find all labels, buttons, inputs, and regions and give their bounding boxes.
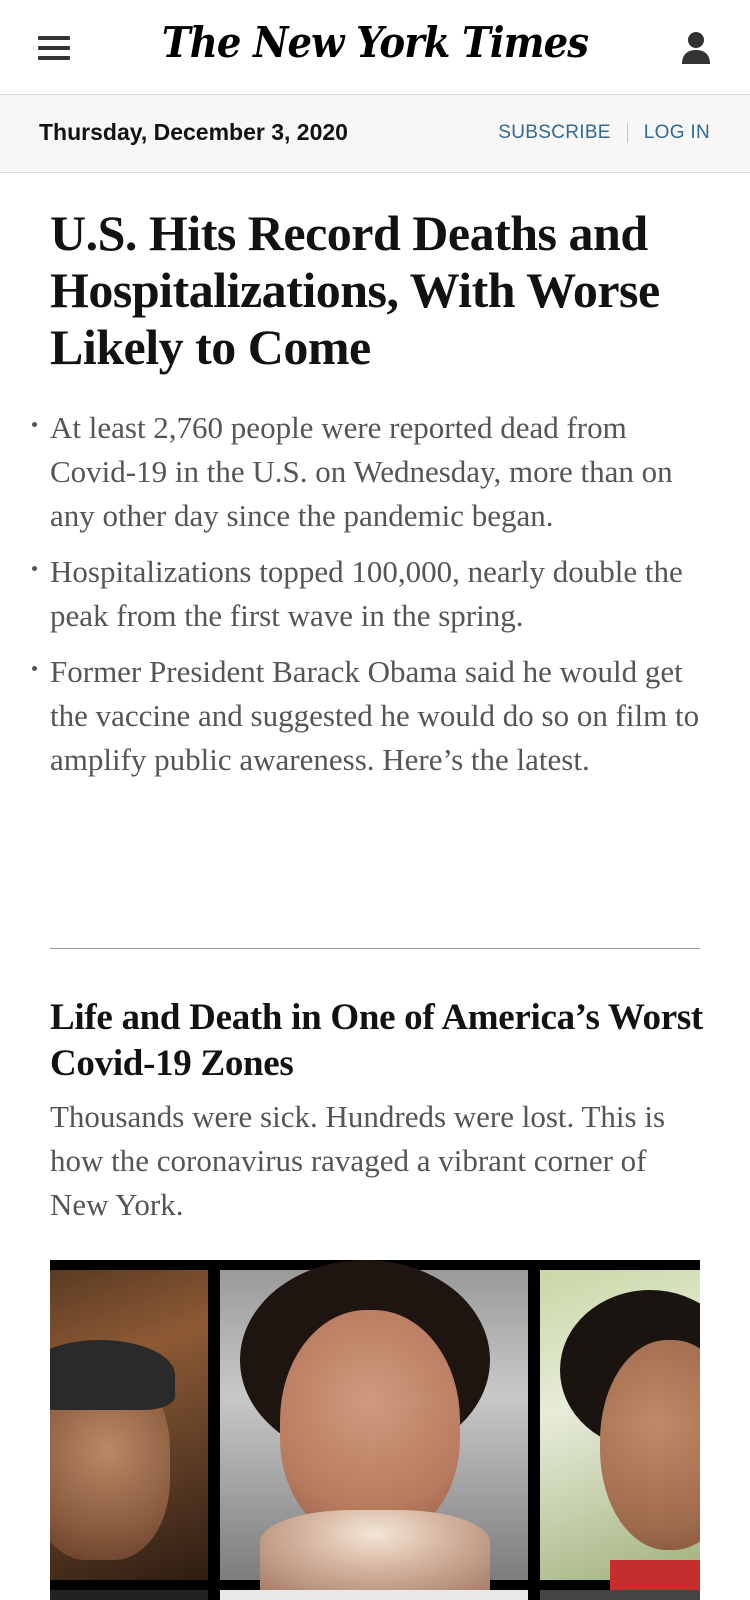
summary-bullet-text: Hospitalizations topped 100,000, nearly …	[50, 554, 683, 633]
user-account-icon[interactable]	[680, 30, 712, 66]
portrait-photo-woman	[540, 1270, 700, 1590]
date-bar: Thursday, December 3, 2020 SUBSCRIBE LOG…	[0, 95, 750, 173]
subscribe-link[interactable]: SUBSCRIBE	[498, 122, 611, 143]
summary-bullet-text[interactable]: Former President Barack Obama said he wo…	[50, 654, 700, 777]
bullet-dot-icon	[32, 566, 37, 571]
hamburger-menu-icon[interactable]	[38, 36, 70, 60]
masthead-logo[interactable]: The New York Times	[161, 18, 589, 67]
login-link[interactable]: LOG IN	[643, 122, 710, 143]
portrait-photo-center	[220, 1260, 528, 1590]
lead-headline[interactable]: U.S. Hits Record Deaths and Hospitalizat…	[50, 205, 660, 375]
second-story-headline[interactable]: Life and Death in One of America’s Worst…	[50, 997, 703, 1084]
summary-bullet: At least 2,760 people were reported dead…	[32, 406, 710, 538]
section-divider	[50, 948, 700, 949]
bullet-dot-icon	[32, 666, 37, 671]
summary-bullet: Hospitalizations topped 100,000, nearly …	[32, 550, 710, 638]
photo-row-second	[50, 1590, 700, 1600]
story-photo-collage[interactable]	[50, 1260, 700, 1600]
top-navigation-bar: The New York Times	[0, 0, 750, 95]
second-story-summary: Thousands were sick. Hundreds were lost.…	[50, 1099, 666, 1222]
current-date: Thursday, December 3, 2020	[39, 119, 348, 145]
portrait-photo-man	[50, 1270, 208, 1580]
lead-summary-list: At least 2,760 people were reported dead…	[32, 406, 710, 782]
lead-story[interactable]: U.S. Hits Record Deaths and Hospitalizat…	[32, 205, 710, 794]
auth-links: SUBSCRIBE LOG IN	[498, 122, 710, 144]
bullet-dot-icon	[32, 422, 37, 427]
auth-divider	[626, 123, 628, 143]
summary-bullet[interactable]: Former President Barack Obama said he wo…	[32, 650, 710, 782]
second-story[interactable]: Life and Death in One of America’s Worst…	[50, 995, 710, 1227]
summary-bullet-text: At least 2,760 people were reported dead…	[50, 410, 673, 533]
